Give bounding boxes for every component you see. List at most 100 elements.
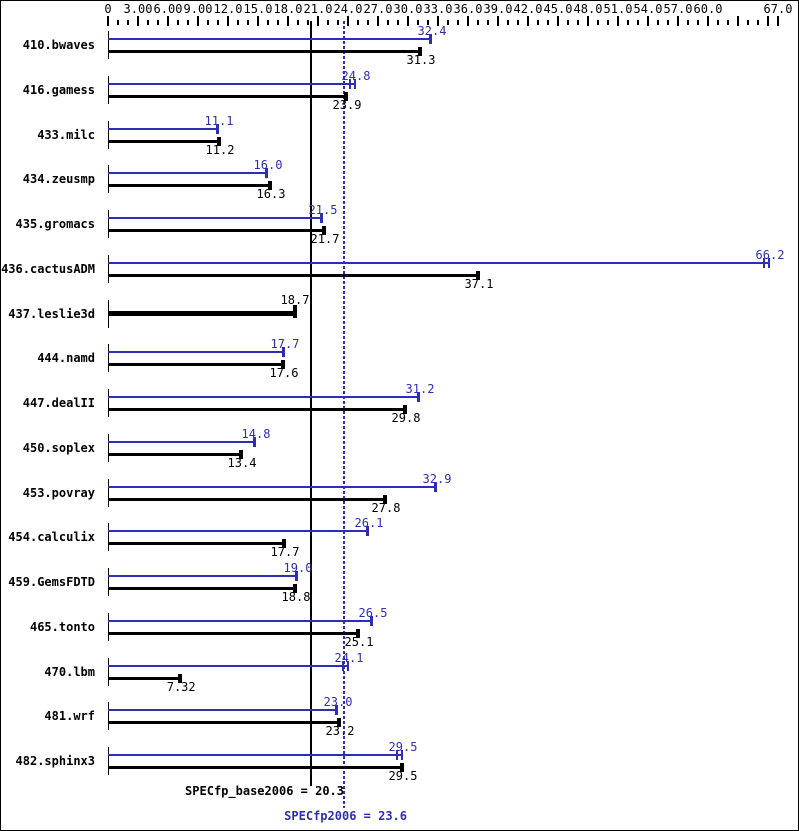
base-bar-end-tick bbox=[281, 360, 285, 370]
axis-minor-tick bbox=[657, 20, 659, 25]
axis-minor-tick bbox=[367, 20, 369, 25]
peak-bar-end-tick bbox=[354, 78, 356, 89]
axis-minor-tick bbox=[757, 20, 759, 25]
benchmark-label: 416.gamess bbox=[22, 82, 95, 97]
axis-tick-label: 30.0 bbox=[393, 2, 423, 16]
axis-major-tick bbox=[647, 16, 649, 26]
axis-minor-tick bbox=[637, 20, 639, 25]
axis-major-tick bbox=[767, 16, 769, 26]
axis-minor-tick bbox=[157, 20, 159, 25]
row-axis-line bbox=[108, 702, 109, 731]
axis-minor-tick bbox=[607, 20, 609, 25]
axis-minor-tick bbox=[337, 20, 339, 25]
base-bar-end-tick bbox=[217, 136, 221, 146]
base-bar bbox=[108, 766, 403, 769]
row-axis-line bbox=[108, 120, 109, 149]
base-bar bbox=[108, 542, 285, 546]
axis-minor-tick bbox=[147, 20, 149, 25]
axis-minor-tick bbox=[397, 20, 399, 25]
axis-major-tick bbox=[677, 16, 679, 26]
axis-minor-tick bbox=[427, 20, 429, 25]
axis-minor-tick bbox=[577, 20, 579, 25]
axis-major-tick bbox=[587, 16, 589, 26]
peak-bar bbox=[108, 82, 356, 85]
axis-tick-label: 51.0 bbox=[603, 2, 633, 16]
peak-mean-label: SPECfp2006 = 23.6 bbox=[284, 809, 407, 823]
axis-tick-label: 45.0 bbox=[543, 2, 573, 16]
peak-bar-end-tick bbox=[763, 257, 765, 268]
peak-value: 17.7 bbox=[270, 337, 300, 352]
row-axis-line bbox=[108, 254, 109, 283]
benchmark-label: 444.namd bbox=[37, 351, 95, 366]
base-bar-end-tick bbox=[268, 181, 272, 191]
peak-bar bbox=[108, 709, 338, 712]
axis-minor-tick bbox=[217, 20, 219, 25]
peak-bar-end-tick bbox=[253, 436, 256, 447]
base-value: 21.7 bbox=[310, 232, 340, 246]
peak-bar bbox=[108, 485, 437, 488]
base-bar-end-tick bbox=[322, 226, 326, 235]
peak-bar-end-tick bbox=[295, 571, 298, 581]
row-axis-line bbox=[108, 165, 109, 194]
benchmark-label: 450.soplex bbox=[22, 440, 95, 455]
peak-bar-end-tick bbox=[282, 347, 285, 358]
peak-bar bbox=[108, 619, 373, 622]
peak-bar bbox=[108, 664, 349, 667]
peak-bar-end-tick bbox=[366, 526, 369, 537]
peak-bar bbox=[108, 396, 420, 398]
base-bar-end-tick bbox=[178, 673, 183, 683]
base-bar-end-tick bbox=[403, 405, 407, 414]
axis-minor-tick bbox=[687, 20, 689, 25]
peak-value: 16.0 bbox=[253, 158, 283, 173]
peak-bar bbox=[108, 575, 298, 577]
peak-bar bbox=[108, 127, 219, 130]
peak-bar-end-tick bbox=[349, 78, 351, 89]
peak-value: 24.1 bbox=[334, 650, 364, 665]
peak-value: 23.0 bbox=[323, 695, 353, 710]
row-axis-line bbox=[108, 433, 109, 462]
row-axis-line bbox=[108, 210, 109, 238]
axis-tick-label: 67.0 bbox=[763, 2, 793, 16]
benchmark-label: 459.GemsFDTD bbox=[8, 575, 95, 589]
axis-minor-tick bbox=[667, 20, 669, 25]
row-axis-line bbox=[108, 31, 109, 59]
axis-major-tick bbox=[287, 16, 289, 26]
peak-bar-end-tick bbox=[417, 392, 420, 402]
peak-bar-end-tick bbox=[216, 123, 219, 134]
base-value: 29.8 bbox=[391, 411, 421, 425]
row-axis-line bbox=[108, 568, 109, 596]
axis-minor-tick bbox=[307, 20, 309, 25]
base-bar bbox=[108, 587, 296, 590]
axis-major-tick bbox=[407, 16, 409, 26]
base-value: 13.4 bbox=[227, 455, 257, 470]
peak-bar-end-tick bbox=[429, 34, 432, 44]
benchmark-label: 453.povray bbox=[22, 485, 95, 500]
base-value: 11.2 bbox=[205, 142, 235, 157]
axis-minor-tick bbox=[447, 20, 449, 25]
single-bar-end-tick bbox=[293, 304, 297, 318]
base-bar bbox=[108, 50, 421, 53]
axis-minor-tick bbox=[537, 20, 539, 25]
peak-bar bbox=[108, 754, 403, 756]
axis-minor-tick bbox=[547, 20, 549, 25]
base-bar bbox=[108, 363, 284, 367]
axis-major-tick bbox=[777, 16, 779, 26]
base-value: 23.2 bbox=[325, 724, 355, 739]
base-bar bbox=[108, 229, 325, 232]
peak-value: 14.8 bbox=[241, 426, 271, 441]
axis-minor-tick bbox=[627, 20, 629, 25]
row-axis-line bbox=[108, 75, 109, 104]
axis-tick-label: 60.0 bbox=[693, 2, 723, 16]
base-bar-end-tick bbox=[383, 494, 387, 504]
axis-major-tick bbox=[737, 16, 739, 26]
axis-major-tick bbox=[347, 16, 349, 26]
base-bar bbox=[108, 94, 347, 98]
benchmark-label: 481.wrf bbox=[44, 709, 95, 724]
row-axis-line bbox=[108, 389, 109, 417]
base-value: 17.6 bbox=[269, 366, 299, 381]
axis-minor-tick bbox=[747, 20, 749, 25]
benchmark-label: 436.cactusADM bbox=[1, 261, 95, 276]
peak-bar-end-tick bbox=[401, 750, 403, 760]
peak-bar-end-tick bbox=[370, 615, 373, 626]
single-result-bar bbox=[108, 310, 295, 316]
